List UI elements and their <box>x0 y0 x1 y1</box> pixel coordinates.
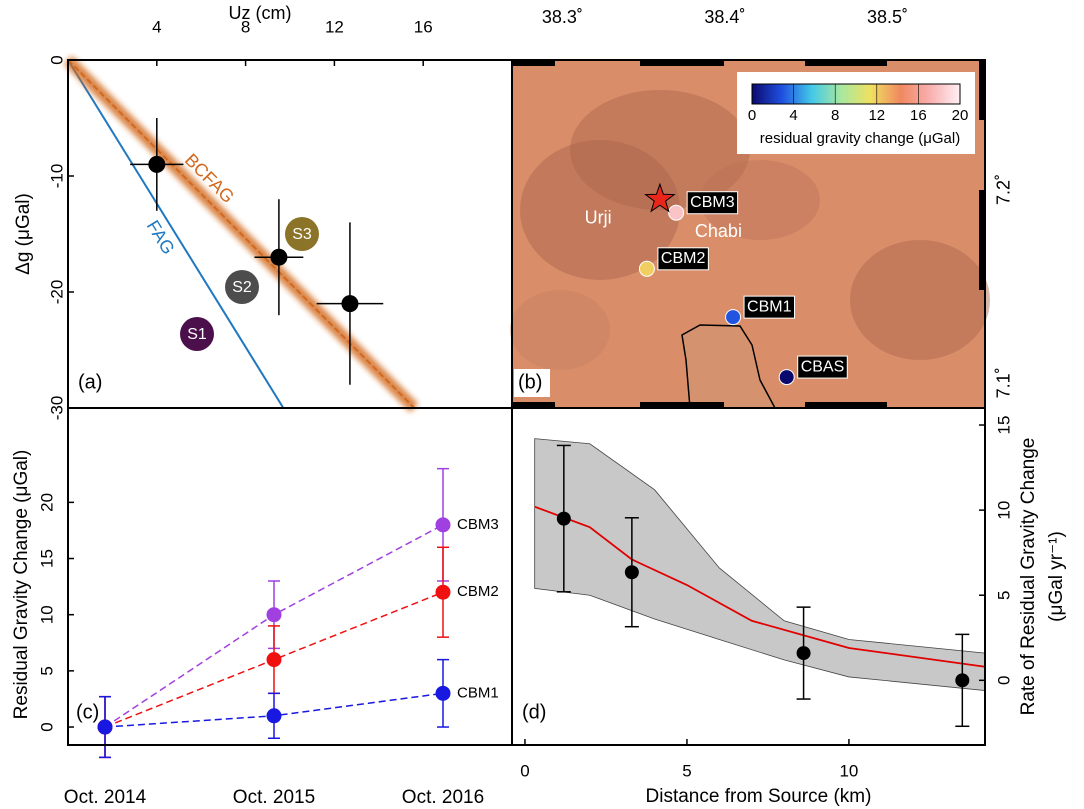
x-tick-label: 12 <box>325 17 344 36</box>
colorbar-tick-label: 8 <box>831 107 839 124</box>
data-point <box>267 708 282 723</box>
y-tick-label: 7.1˚ <box>994 367 1014 398</box>
x-tick-label: 38.5˚ <box>867 7 908 27</box>
y-tick-label: 0 <box>47 55 66 64</box>
x-axis-label: Uz (cm) <box>229 3 292 23</box>
y-tick-label: 10 <box>37 605 56 624</box>
panel-letter: (a) <box>78 371 102 393</box>
station <box>669 205 684 220</box>
data-point <box>148 156 165 173</box>
station <box>639 261 654 276</box>
colorbar-tick-label: 4 <box>789 107 797 124</box>
colorbar-label: residual gravity change (μGal) <box>760 130 960 147</box>
y-tick-label: 10 <box>994 501 1013 520</box>
colorbar-tick-label: 20 <box>952 107 969 124</box>
series-label: CBM1 <box>457 684 499 701</box>
data-point <box>557 512 571 526</box>
data-point <box>436 517 451 532</box>
x-tick-label: 10 <box>839 761 858 780</box>
colorbar-tick-label: 0 <box>748 107 756 124</box>
site-label: S1 <box>187 326 207 343</box>
panel-letter: (c) <box>76 701 99 723</box>
station-label: CBM3 <box>690 194 735 211</box>
colorbar-tick-label: 16 <box>910 107 927 124</box>
figure: FAGBCFAGS1S2S34812160-10-20-30Uz (cm)Δg … <box>0 0 1084 809</box>
series-label: CBM2 <box>457 583 499 600</box>
y-tick-label: 0 <box>994 676 1013 685</box>
y-axis-label: Residual Gravity Change (μGal) <box>11 450 32 720</box>
x-tick-label: 16 <box>414 17 433 36</box>
y-tick-label: 7.2˚ <box>994 174 1014 205</box>
line-label: FAG <box>143 217 179 258</box>
y-tick-label: -20 <box>47 280 66 305</box>
data-point <box>625 565 639 579</box>
station <box>726 310 741 325</box>
data-point <box>797 646 811 660</box>
trend-line <box>68 60 283 408</box>
y-tick-label: 5 <box>37 666 56 675</box>
colorbar <box>752 84 960 104</box>
x-tick-label: 4 <box>152 17 161 36</box>
station-label: CBM2 <box>661 250 706 267</box>
station <box>779 370 794 385</box>
x-tick-label: Oct. 2014 <box>64 787 147 808</box>
trend-line <box>68 60 414 408</box>
y-tick-label: 5 <box>994 590 1013 599</box>
panel-letter: (d) <box>522 701 546 723</box>
x-tick-label: 38.4˚ <box>704 7 745 27</box>
x-tick-label: 0 <box>520 761 529 780</box>
y-tick-label: 20 <box>37 493 56 512</box>
y-axis-label: Rate of Residual Gravity Change <box>1018 438 1039 716</box>
place-label: Chabi <box>695 221 742 241</box>
place-label: Urji <box>585 207 612 227</box>
x-tick-label: Oct. 2015 <box>233 787 315 808</box>
panel-letter: (b) <box>518 371 542 393</box>
data-point <box>270 249 287 266</box>
series-label: CBM3 <box>457 516 499 533</box>
y-tick-label: -30 <box>47 396 66 421</box>
data-point <box>436 585 451 600</box>
site-label: S2 <box>232 279 252 296</box>
x-tick-label: 5 <box>682 761 691 780</box>
data-point <box>267 652 282 667</box>
site-label: S3 <box>292 226 312 243</box>
data-point <box>341 295 358 312</box>
y-tick-label: -10 <box>47 164 66 189</box>
station-label: CBAS <box>801 358 845 375</box>
x-axis-label: Distance from Source (km) <box>646 786 872 807</box>
x-tick-label: 38.3˚ <box>542 7 583 27</box>
colorbar-tick-label: 12 <box>868 107 885 124</box>
y-axis-label: (μGal yr⁻¹) <box>1046 531 1067 622</box>
y-tick-label: 0 <box>37 722 56 731</box>
data-point <box>955 673 969 687</box>
data-point <box>267 607 282 622</box>
station-label: CBM1 <box>747 298 792 315</box>
y-tick-label: 15 <box>994 416 1013 435</box>
y-tick-label: 15 <box>37 549 56 568</box>
uncertainty-band <box>535 439 985 691</box>
data-point <box>98 720 113 735</box>
data-point <box>436 686 451 701</box>
y-axis-label: Δg (μGal) <box>13 193 34 275</box>
x-tick-label: Oct. 2016 <box>402 787 484 808</box>
